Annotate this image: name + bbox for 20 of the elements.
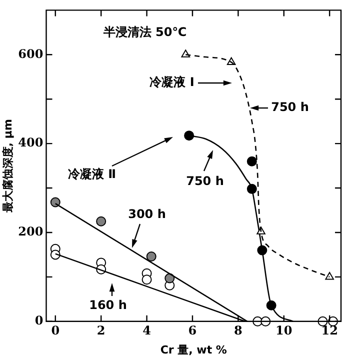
annotation: 冷凝液 Ⅰ — [150, 75, 194, 90]
x-tick-label: 10 — [276, 324, 292, 338]
x-tick-label: 4 — [142, 324, 151, 338]
annotation: 300 h — [128, 207, 166, 222]
x-tick-label: 2 — [96, 324, 106, 338]
x-tick-label: 0 — [51, 324, 60, 338]
annotation: 750 h — [186, 174, 224, 188]
x-tick-label: 6 — [188, 324, 197, 338]
annotation: 冷凝液 Ⅱ — [68, 167, 116, 182]
annotation: 半浸清法 50℃ — [102, 25, 187, 40]
annotation: 750 h — [271, 100, 309, 114]
y-axis-title: 最大腐蚀深度, μm — [1, 119, 14, 214]
y-tick-label: 400 — [18, 136, 44, 150]
y-tick-label: 600 — [18, 46, 44, 61]
y-tick-label: 200 — [18, 224, 44, 239]
x-tick-label: 12 — [321, 324, 338, 338]
x-tick-label: 8 — [234, 324, 242, 338]
x-axis-title: Cr 量, wt % — [160, 343, 227, 356]
annotation: 160 h — [89, 298, 127, 312]
y-tick-label: 0 — [34, 314, 44, 328]
